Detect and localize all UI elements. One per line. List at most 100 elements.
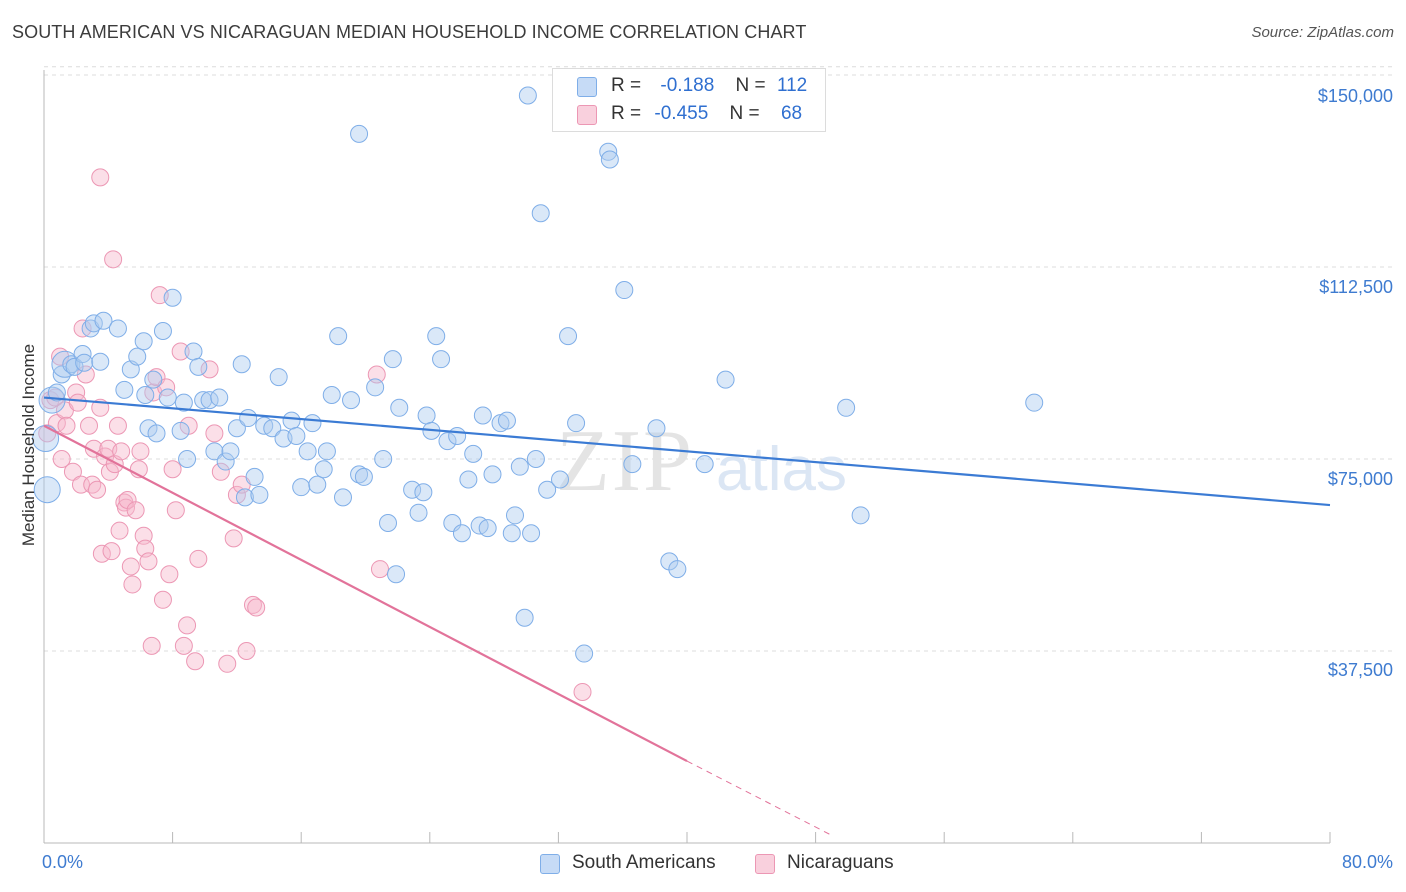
point-nicaraguan bbox=[110, 521, 129, 540]
point-nicaraguan bbox=[370, 560, 389, 579]
x-tick-label-max: 80.0% bbox=[1341, 852, 1393, 872]
point-south-american bbox=[432, 350, 451, 369]
point-nicaraguan bbox=[123, 575, 142, 594]
point-south-american bbox=[333, 488, 352, 507]
point-south-american bbox=[232, 355, 251, 374]
point-south-american bbox=[205, 442, 224, 461]
point-south-american bbox=[510, 457, 529, 476]
point-south-american bbox=[317, 442, 336, 461]
point-nicaraguan bbox=[178, 616, 197, 635]
point-nicaraguan bbox=[205, 424, 224, 443]
point-south-american bbox=[94, 311, 113, 330]
point-nicaraguan bbox=[237, 642, 256, 660]
point-nicaraguan bbox=[139, 552, 158, 571]
point-south-american bbox=[1025, 393, 1044, 412]
point-south-american bbox=[575, 644, 594, 663]
point-nicaraguan bbox=[174, 636, 193, 655]
point-south-american bbox=[417, 406, 436, 425]
point-nicaraguan bbox=[153, 590, 172, 609]
point-south-american bbox=[567, 414, 586, 433]
point-nicaraguan bbox=[102, 542, 121, 561]
point-south-american bbox=[599, 142, 618, 161]
point-south-american bbox=[647, 419, 666, 438]
point-south-american bbox=[600, 150, 619, 169]
watermark-atlas: atlas bbox=[716, 435, 847, 504]
point-nicaraguan bbox=[83, 475, 102, 494]
point-south-american bbox=[716, 370, 735, 389]
point-south-american bbox=[354, 467, 373, 486]
point-nicaraguan bbox=[200, 360, 219, 379]
point-south-american bbox=[515, 608, 534, 627]
point-south-american bbox=[329, 327, 348, 346]
point-nicaraguan bbox=[166, 501, 185, 520]
point-nicaraguan bbox=[218, 654, 237, 673]
point-nicaraguan bbox=[131, 442, 150, 461]
point-south-american bbox=[551, 470, 570, 489]
point-south-american bbox=[559, 327, 578, 346]
x-tick-label-min: 0.0% bbox=[42, 852, 84, 872]
point-south-american bbox=[153, 322, 172, 340]
point-south-american bbox=[502, 524, 521, 543]
legend-r-value: -0.188 bbox=[660, 75, 715, 96]
legend-n-value: 112 bbox=[776, 75, 808, 96]
point-nicaraguan bbox=[91, 168, 110, 187]
point-south-american bbox=[282, 411, 301, 430]
point-south-american bbox=[403, 480, 422, 499]
point-nicaraguan bbox=[186, 652, 205, 671]
point-south-american bbox=[33, 476, 61, 504]
point-south-american bbox=[438, 432, 457, 451]
point-nicaraguan bbox=[142, 636, 161, 655]
point-south-american bbox=[322, 386, 341, 404]
point-nicaraguan bbox=[41, 391, 60, 410]
chart-title: SOUTH AMERICAN VS NICARAGUAN MEDIAN HOUS… bbox=[12, 22, 807, 42]
point-south-american bbox=[350, 465, 369, 484]
point-south-american bbox=[227, 419, 246, 438]
point-south-american bbox=[136, 386, 155, 404]
series-south-americans bbox=[32, 86, 1044, 663]
point-south-american bbox=[314, 460, 333, 479]
point-south-american bbox=[210, 388, 229, 407]
point-south-american bbox=[292, 478, 311, 497]
point-nicaraguan bbox=[68, 393, 87, 412]
point-nicaraguan bbox=[247, 598, 266, 617]
point-south-american bbox=[245, 467, 264, 486]
point-nicaraguan bbox=[160, 565, 179, 584]
point-nicaraguan bbox=[112, 442, 131, 461]
y-tick-label-75000: $75,000 bbox=[1327, 469, 1393, 489]
trend-line-nicaraguans-extension bbox=[686, 760, 832, 836]
source-label: Source: ZipAtlas.com bbox=[1251, 24, 1394, 41]
point-south-american bbox=[478, 519, 497, 538]
point-south-american bbox=[298, 442, 317, 461]
point-south-american bbox=[308, 475, 327, 494]
point-south-american bbox=[163, 288, 182, 307]
point-south-american bbox=[147, 424, 166, 443]
point-south-american bbox=[668, 560, 687, 579]
point-south-american bbox=[128, 347, 147, 366]
point-south-american bbox=[531, 204, 550, 223]
point-south-american bbox=[250, 485, 269, 504]
point-south-american bbox=[374, 450, 393, 468]
point-south-american bbox=[459, 470, 478, 489]
point-south-american bbox=[379, 514, 398, 532]
point-south-american bbox=[427, 327, 446, 346]
point-south-american bbox=[287, 426, 306, 445]
point-south-american bbox=[62, 355, 81, 374]
point-south-american bbox=[171, 421, 190, 440]
point-south-american bbox=[194, 391, 213, 410]
legend-swatch-blue bbox=[540, 854, 560, 874]
point-south-american bbox=[178, 450, 197, 468]
point-south-american bbox=[108, 319, 127, 338]
legend-r-label: R = bbox=[611, 75, 642, 96]
point-south-american bbox=[269, 368, 288, 387]
point-nicaraguan bbox=[108, 416, 127, 435]
point-south-american bbox=[483, 465, 502, 484]
point-south-american bbox=[615, 281, 634, 300]
point-nicaraguan bbox=[189, 549, 208, 568]
legend-label-south-americans: South Americans bbox=[572, 852, 716, 873]
point-south-american bbox=[134, 332, 153, 351]
point-south-american bbox=[837, 398, 856, 417]
point-south-american bbox=[350, 124, 369, 143]
point-south-american bbox=[473, 406, 492, 425]
point-nicaraguan bbox=[224, 529, 243, 548]
